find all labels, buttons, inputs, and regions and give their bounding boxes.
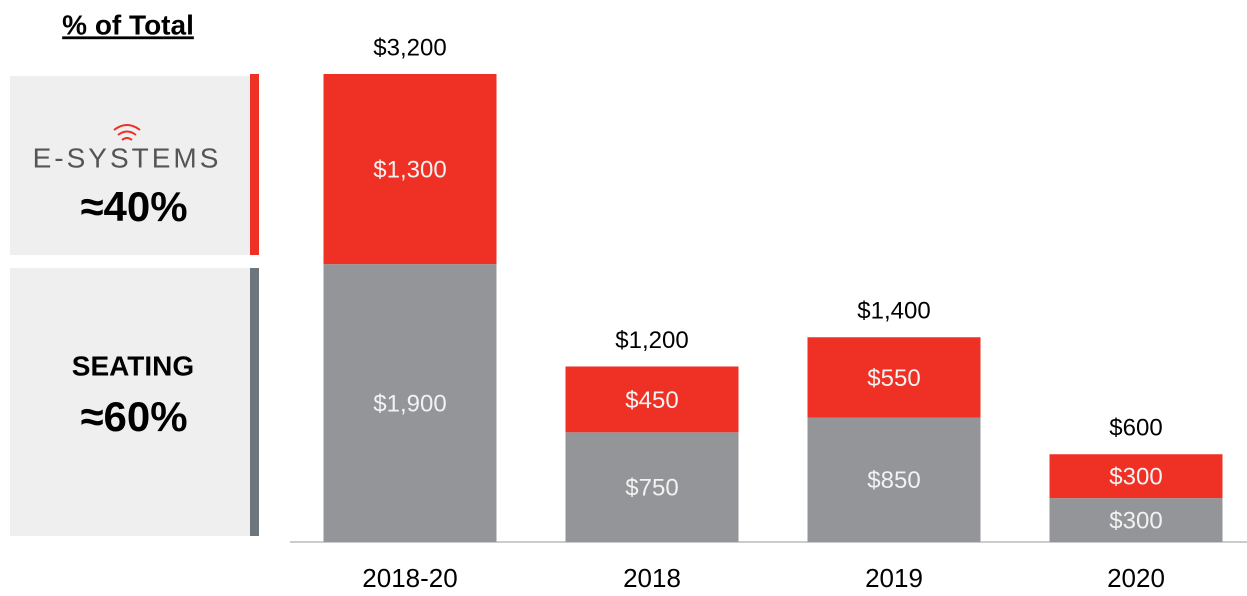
bar-segment	[565, 366, 739, 433]
value-label: $1,900	[373, 390, 446, 417]
segment-name: SEATING	[72, 350, 194, 381]
bar-segment	[807, 337, 981, 418]
x-tick-label: 2020	[1107, 563, 1165, 593]
bar-segment	[1049, 498, 1223, 542]
segment-share: ≈60%	[80, 393, 187, 440]
panel-stripe	[250, 268, 259, 536]
x-tick-label: 2018	[623, 563, 681, 593]
x-tick-label: 2019	[865, 563, 923, 593]
bar-segment	[565, 432, 739, 542]
total-label: $1,200	[615, 327, 688, 354]
value-label: $850	[867, 467, 920, 494]
panel-box	[10, 268, 250, 536]
panel-box	[10, 76, 250, 255]
bar-segment	[807, 417, 981, 542]
bar-segment	[323, 264, 497, 542]
value-label: $750	[625, 475, 678, 502]
value-label: $450	[625, 387, 678, 414]
panel-title: % of Total	[62, 9, 194, 40]
x-tick-label: 2018-20	[362, 563, 457, 593]
total-label: $1,400	[857, 298, 930, 325]
bar-segment	[1049, 454, 1223, 499]
value-label: $1,300	[373, 156, 446, 183]
segment-name: E-SYSTEMS	[33, 142, 222, 173]
value-label: $300	[1109, 464, 1162, 491]
value-label: $550	[867, 365, 920, 392]
bar-segment	[323, 74, 497, 265]
panel-stripe	[250, 74, 259, 255]
value-label: $300	[1109, 507, 1162, 534]
total-label: $3,200	[373, 34, 446, 61]
segment-share: ≈40%	[80, 183, 187, 230]
wifi-icon	[113, 124, 141, 141]
total-label: $600	[1109, 415, 1162, 442]
